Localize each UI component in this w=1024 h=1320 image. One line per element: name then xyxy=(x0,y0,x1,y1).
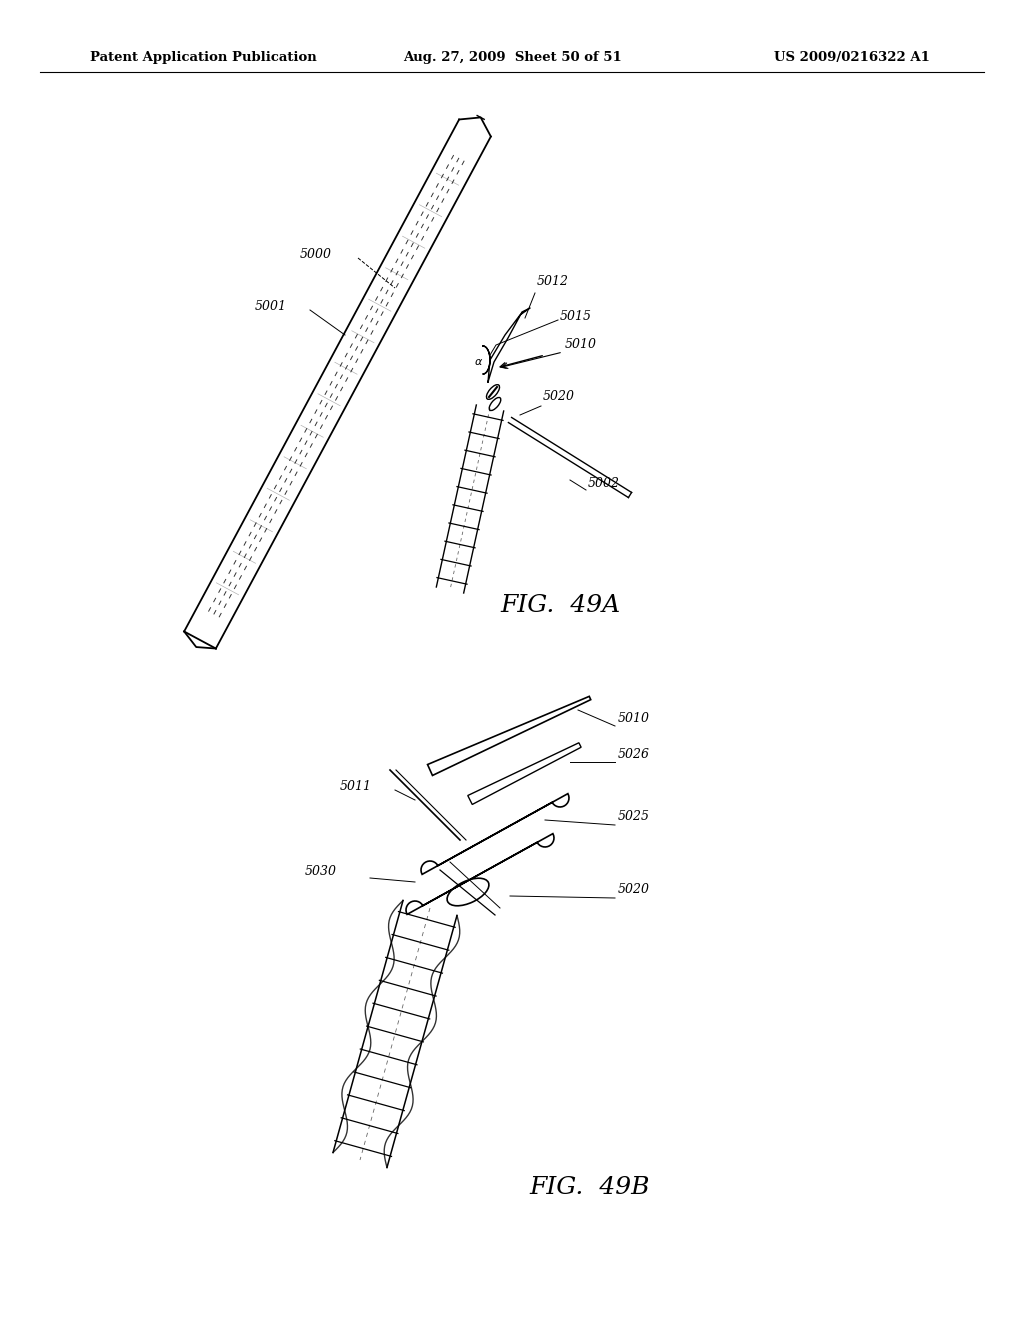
Text: Patent Application Publication: Patent Application Publication xyxy=(90,51,316,65)
Text: 5025: 5025 xyxy=(618,810,650,822)
Text: 5011: 5011 xyxy=(340,780,372,793)
Text: 5000: 5000 xyxy=(300,248,332,261)
Text: 5030: 5030 xyxy=(305,865,337,878)
Text: 5015: 5015 xyxy=(560,310,592,323)
Text: Aug. 27, 2009  Sheet 50 of 51: Aug. 27, 2009 Sheet 50 of 51 xyxy=(402,51,622,65)
Text: 5010: 5010 xyxy=(618,711,650,725)
Text: 5002: 5002 xyxy=(588,477,620,490)
Text: 5020: 5020 xyxy=(618,883,650,896)
Text: 5010: 5010 xyxy=(565,338,597,351)
Text: FIG.  49B: FIG. 49B xyxy=(529,1176,650,1200)
Text: 5020: 5020 xyxy=(543,389,575,403)
Text: 5026: 5026 xyxy=(618,748,650,762)
Text: US 2009/0216322 A1: US 2009/0216322 A1 xyxy=(774,51,930,65)
Text: FIG.  49A: FIG. 49A xyxy=(500,594,621,616)
Text: $\alpha$: $\alpha$ xyxy=(474,356,483,367)
Text: 5012: 5012 xyxy=(537,275,569,288)
Text: 5001: 5001 xyxy=(255,300,287,313)
